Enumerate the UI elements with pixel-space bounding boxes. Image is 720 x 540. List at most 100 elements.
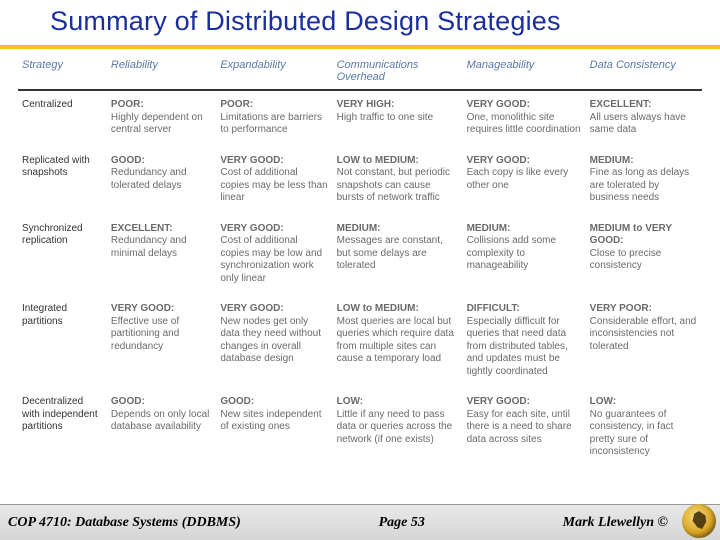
footer-course: COP 4710: Database Systems (DDBMS) bbox=[8, 515, 241, 531]
rating-label: GOOD: bbox=[111, 155, 212, 168]
data-cell: VERY HIGH:High traffic to one site bbox=[333, 90, 463, 147]
rating-description: No guarantees of consistency, in fact pr… bbox=[590, 409, 698, 459]
rating-label: VERY GOOD: bbox=[220, 223, 328, 236]
rating-label: GOOD: bbox=[220, 396, 328, 409]
col-header: Data Consistency bbox=[586, 55, 702, 90]
rating-description: Fine as long as delays are tolerated by … bbox=[590, 167, 698, 205]
table-row: Decentralized with independent partition… bbox=[18, 388, 702, 469]
data-cell: MEDIUM:Messages are constant, but some d… bbox=[333, 215, 463, 296]
table-body: CentralizedPOOR:Highly dependent on cent… bbox=[18, 90, 702, 469]
rating-description: Effective use of partitioning and redund… bbox=[111, 316, 212, 354]
rating-label: VERY GOOD: bbox=[467, 99, 582, 112]
rating-label: VERY GOOD: bbox=[111, 303, 212, 316]
rating-label: VERY GOOD: bbox=[467, 396, 582, 409]
rating-label: GOOD: bbox=[111, 396, 212, 409]
rating-label: VERY GOOD: bbox=[220, 303, 328, 316]
data-cell: VERY POOR:Considerable effort, and incon… bbox=[586, 295, 702, 388]
table-container: Strategy Reliability Expandability Commu… bbox=[0, 49, 720, 504]
table-row: Synchronized replicationEXCELLENT:Redund… bbox=[18, 215, 702, 296]
rating-description: Considerable effort, and inconsistencies… bbox=[590, 316, 698, 354]
data-cell: VERY GOOD:Effective use of partitioning … bbox=[107, 295, 216, 388]
rating-description: Depends on only local database availabil… bbox=[111, 409, 212, 434]
ucf-logo-icon bbox=[682, 504, 716, 538]
rating-description: Cost of additional copies may be less th… bbox=[220, 167, 328, 205]
table-row: Integrated partitionsVERY GOOD:Effective… bbox=[18, 295, 702, 388]
rating-label: DIFFICULT: bbox=[467, 303, 582, 316]
strategy-cell: Centralized bbox=[18, 90, 107, 147]
rating-label: MEDIUM: bbox=[467, 223, 582, 236]
data-cell: VERY GOOD:One, monolithic site requires … bbox=[463, 90, 586, 147]
rating-description: Especially difficult for queries that ne… bbox=[467, 316, 582, 379]
rating-description: Each copy is like every other one bbox=[467, 167, 582, 192]
footer-bar: COP 4710: Database Systems (DDBMS) Page … bbox=[0, 504, 720, 540]
data-cell: GOOD:New sites independent of existing o… bbox=[216, 388, 332, 469]
title-bar: Summary of Distributed Design Strategies bbox=[0, 0, 720, 49]
rating-description: Most queries are local but queries which… bbox=[337, 316, 459, 366]
rating-label: VERY GOOD: bbox=[467, 155, 582, 168]
data-cell: MEDIUM:Fine as long as delays are tolera… bbox=[586, 147, 702, 215]
rating-label: LOW to MEDIUM: bbox=[337, 155, 459, 168]
data-cell: EXCELLENT:Redundancy and minimal delays bbox=[107, 215, 216, 296]
data-cell: DIFFICULT:Especially difficult for queri… bbox=[463, 295, 586, 388]
table-header: Strategy Reliability Expandability Commu… bbox=[18, 55, 702, 90]
data-cell: GOOD:Depends on only local database avai… bbox=[107, 388, 216, 469]
rating-label: MEDIUM to VERY GOOD: bbox=[590, 223, 698, 248]
rating-label: POOR: bbox=[220, 99, 328, 112]
data-cell: LOW to MEDIUM:Not constant, but periodic… bbox=[333, 147, 463, 215]
rating-label: VERY HIGH: bbox=[337, 99, 459, 112]
col-header: Strategy bbox=[18, 55, 107, 90]
col-header: Expandability bbox=[216, 55, 332, 90]
rating-description: New nodes get only data they need withou… bbox=[220, 316, 328, 366]
strategy-cell: Integrated partitions bbox=[18, 295, 107, 388]
rating-label: MEDIUM: bbox=[337, 223, 459, 236]
rating-description: Highly dependent on central server bbox=[111, 112, 212, 137]
rating-description: Limitations are barriers to performance bbox=[220, 112, 328, 137]
rating-label: LOW: bbox=[590, 396, 698, 409]
data-cell: MEDIUM:Collisions add some complexity to… bbox=[463, 215, 586, 296]
strategy-cell: Decentralized with independent partition… bbox=[18, 388, 107, 469]
rating-description: Close to precise consistency bbox=[590, 248, 698, 273]
rating-description: One, monolithic site requires little coo… bbox=[467, 112, 582, 137]
slide-title: Summary of Distributed Design Strategies bbox=[50, 6, 720, 37]
rating-description: Collisions add some complexity to manage… bbox=[467, 235, 582, 273]
footer-page: Page 53 bbox=[241, 515, 563, 531]
data-cell: POOR:Highly dependent on central server bbox=[107, 90, 216, 147]
rating-description: All users always have same data bbox=[590, 112, 698, 137]
rating-label: LOW to MEDIUM: bbox=[337, 303, 459, 316]
table-row: CentralizedPOOR:Highly dependent on cent… bbox=[18, 90, 702, 147]
rating-label: EXCELLENT: bbox=[111, 223, 212, 236]
rating-description: New sites independent of existing ones bbox=[220, 409, 328, 434]
data-cell: POOR:Limitations are barriers to perform… bbox=[216, 90, 332, 147]
rating-label: EXCELLENT: bbox=[590, 99, 698, 112]
rating-description: Cost of additional copies may be low and… bbox=[220, 235, 328, 285]
data-cell: VERY GOOD:Easy for each site, until ther… bbox=[463, 388, 586, 469]
strategy-cell: Replicated with snapshots bbox=[18, 147, 107, 215]
strategies-table: Strategy Reliability Expandability Commu… bbox=[18, 55, 702, 469]
rating-description: Redundancy and tolerated delays bbox=[111, 167, 212, 192]
rating-description: Messages are constant, but some delays a… bbox=[337, 235, 459, 273]
data-cell: VERY GOOD:Each copy is like every other … bbox=[463, 147, 586, 215]
rating-description: Easy for each site, until there is a nee… bbox=[467, 409, 582, 447]
rating-description: Redundancy and minimal delays bbox=[111, 235, 212, 260]
data-cell: EXCELLENT:All users always have same dat… bbox=[586, 90, 702, 147]
rating-label: LOW: bbox=[337, 396, 459, 409]
rating-description: Little if any need to pass data or queri… bbox=[337, 409, 459, 447]
data-cell: LOW:Little if any need to pass data or q… bbox=[333, 388, 463, 469]
rating-label: POOR: bbox=[111, 99, 212, 112]
rating-label: MEDIUM: bbox=[590, 155, 698, 168]
rating-label: VERY POOR: bbox=[590, 303, 698, 316]
strategy-cell: Synchronized replication bbox=[18, 215, 107, 296]
data-cell: VERY GOOD:Cost of additional copies may … bbox=[216, 215, 332, 296]
data-cell: GOOD:Redundancy and tolerated delays bbox=[107, 147, 216, 215]
slide: Summary of Distributed Design Strategies… bbox=[0, 0, 720, 540]
rating-label: VERY GOOD: bbox=[220, 155, 328, 168]
data-cell: LOW:No guarantees of consistency, in fac… bbox=[586, 388, 702, 469]
rating-description: High traffic to one site bbox=[337, 112, 459, 125]
table-row: Replicated with snapshotsGOOD:Redundancy… bbox=[18, 147, 702, 215]
data-cell: LOW to MEDIUM:Most queries are local but… bbox=[333, 295, 463, 388]
data-cell: MEDIUM to VERY GOOD:Close to precise con… bbox=[586, 215, 702, 296]
col-header: Reliability bbox=[107, 55, 216, 90]
data-cell: VERY GOOD:New nodes get only data they n… bbox=[216, 295, 332, 388]
col-header: Manageability bbox=[463, 55, 586, 90]
rating-description: Not constant, but periodic snapshots can… bbox=[337, 167, 459, 205]
